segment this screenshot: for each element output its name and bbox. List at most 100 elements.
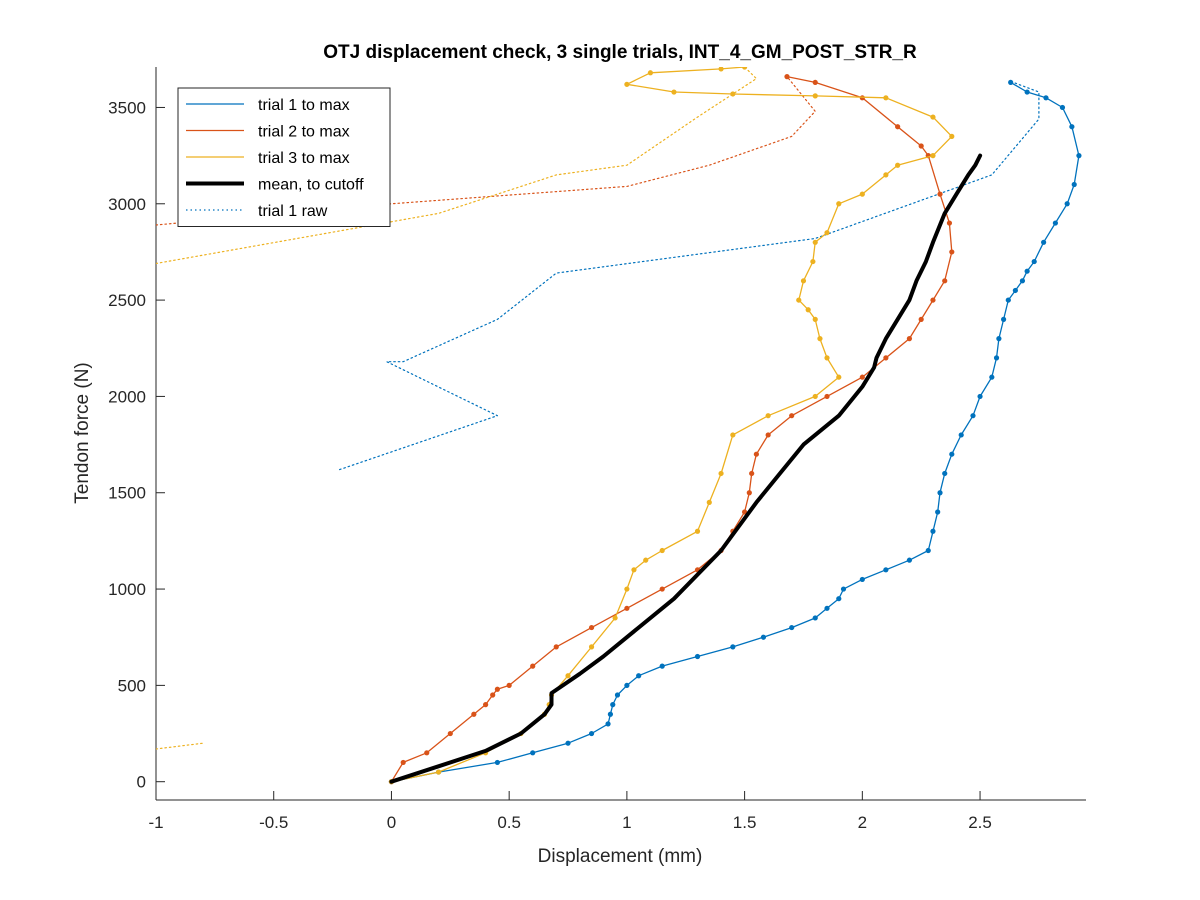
- data-point-trial-3-to-max: [718, 470, 724, 477]
- data-point-trial-1-to-max: [812, 615, 818, 621]
- data-point-trial-2-to-max: [789, 413, 795, 419]
- data-point-trial-2-to-max: [918, 143, 924, 149]
- y-tick-label: 1000: [108, 580, 146, 599]
- data-point-trial-2-to-max: [746, 490, 752, 496]
- data-point-trial-3-to-max: [742, 67, 748, 70]
- y-tick-label: 2500: [108, 291, 146, 310]
- series-layer: [156, 67, 1082, 785]
- data-point-trial-3-to-max: [836, 201, 842, 207]
- data-point-trial-1-to-max: [989, 374, 995, 380]
- x-tick-label: 0: [387, 813, 396, 832]
- legend-entry: trial 1 to max: [258, 97, 350, 114]
- data-point-trial-2-to-max: [424, 750, 430, 756]
- data-point-trial-3-to-max: [883, 172, 889, 178]
- y-tick-label: 1500: [108, 484, 146, 503]
- data-point-trial-3-to-max: [612, 615, 618, 621]
- data-point-trial-1-to-max: [605, 721, 611, 727]
- legend-entry: trial 3 to max: [258, 150, 350, 167]
- data-point-trial-2-to-max: [553, 644, 559, 650]
- data-point-trial-2-to-max: [812, 79, 818, 86]
- data-point-trial-1-to-max: [1024, 268, 1030, 274]
- data-point-trial-1-to-max: [836, 596, 842, 602]
- data-point-trial-2-to-max: [483, 702, 489, 708]
- data-point-trial-2-to-max: [506, 682, 512, 688]
- data-point-trial-3-to-max: [805, 307, 811, 313]
- plot-area: -1 -0.5 0 0.5 1 1.5 2 2.5 0 500 1000 1500 2000 2500 30…: [108, 67, 1086, 832]
- data-point-trial-1-to-max: [1012, 287, 1018, 294]
- data-point-trial-1-to-max: [977, 393, 983, 400]
- data-point-trial-1-to-max: [1019, 278, 1026, 284]
- x-tick-label: 0.5: [497, 813, 521, 832]
- data-point-trial-2-to-max: [937, 191, 943, 197]
- data-point-trial-2-to-max: [930, 297, 936, 303]
- data-point-trial-1-to-max: [840, 586, 847, 592]
- x-tick-label: -0.5: [259, 813, 288, 832]
- data-point-trial-1-to-max: [1052, 220, 1058, 226]
- data-point-trial-1-to-max: [824, 605, 830, 611]
- data-point-trial-1-to-max: [1041, 239, 1047, 245]
- y-tick-label: 3500: [108, 98, 146, 117]
- y-axis-label: Tendon force (N): [72, 362, 93, 504]
- series-line-mean-to-cutoff: [389, 153, 983, 784]
- data-point-trial-1-to-max: [930, 528, 936, 534]
- data-point-trial-2-to-max: [906, 336, 913, 342]
- data-point-trial-3-to-max: [671, 89, 677, 95]
- data-point-trial-1-to-max: [1043, 95, 1049, 101]
- data-point-trial-2-to-max: [753, 451, 759, 457]
- data-point-trial-1-to-max: [636, 673, 642, 679]
- data-point-trial-3-to-max: [706, 499, 712, 505]
- data-point-trial-1-to-max: [1064, 201, 1070, 207]
- x-tick-label: 1.5: [733, 813, 757, 832]
- series-line-trial-1-raw: [339, 79, 1040, 471]
- data-point-trial-1-to-max: [624, 682, 630, 688]
- data-point-trial-3-to-max: [647, 70, 654, 76]
- data-point-trial-2-to-max: [400, 759, 406, 766]
- data-point-trial-3-to-max: [895, 162, 901, 168]
- data-point-trial-1-to-max: [610, 702, 616, 708]
- data-point-trial-2-to-max: [494, 686, 500, 692]
- data-point-trial-2-to-max: [530, 663, 536, 669]
- data-point-trial-1-to-max: [935, 509, 941, 515]
- data-point-trial-2-to-max: [490, 692, 496, 698]
- data-point-trial-1-to-max: [565, 740, 571, 746]
- data-point-trial-1-to-max: [859, 576, 865, 583]
- data-point-trial-1-to-max: [1059, 104, 1066, 111]
- data-point-trial-3-to-max: [824, 230, 830, 236]
- data-point-trial-1-to-max: [906, 557, 913, 563]
- data-point-trial-2-to-max: [742, 509, 748, 515]
- data-point-trial-2-to-max: [949, 249, 955, 255]
- legend-entry: trial 1 raw: [258, 203, 328, 220]
- data-point-trial-3-to-max: [694, 528, 701, 534]
- data-point-trial-3-to-max: [930, 153, 936, 159]
- data-point-trial-3-to-max: [812, 239, 818, 245]
- data-point-trial-1-to-max: [1005, 297, 1011, 303]
- data-point-trial-2-to-max: [749, 470, 755, 477]
- series-line-raw-trace: [156, 67, 758, 265]
- data-point-trial-3-to-max: [796, 297, 802, 303]
- x-tick-label: 1: [622, 813, 631, 832]
- data-point-trial-3-to-max: [765, 413, 771, 419]
- legend-entry: mean, to cutoff: [258, 177, 364, 194]
- data-point-trial-1-to-max: [1008, 79, 1014, 86]
- data-point-trial-1-to-max: [1024, 89, 1030, 95]
- data-point-trial-1-to-max: [949, 451, 955, 457]
- data-point-trial-1-to-max: [1076, 153, 1082, 159]
- data-point-trial-1-to-max: [1071, 181, 1077, 188]
- data-point-trial-1-to-max: [958, 432, 964, 438]
- data-point-trial-2-to-max: [918, 316, 924, 322]
- data-point-trial-1-to-max: [942, 470, 948, 477]
- data-point-trial-2-to-max: [824, 393, 830, 400]
- y-tick-label: 0: [137, 773, 146, 792]
- data-point-trial-3-to-max: [836, 374, 842, 380]
- series-line-trial-1-to-max: [390, 81, 1080, 783]
- legend-entry: trial 2 to max: [258, 124, 350, 141]
- data-point-trial-3-to-max: [812, 393, 818, 400]
- data-point-trial-1-to-max: [925, 547, 931, 554]
- data-point-trial-3-to-max: [718, 67, 724, 72]
- data-point-trial-1-to-max: [970, 413, 976, 419]
- data-point-trial-1-to-max: [1000, 316, 1007, 322]
- data-point-trial-3-to-max: [949, 133, 955, 139]
- data-point-trial-3-to-max: [810, 258, 816, 265]
